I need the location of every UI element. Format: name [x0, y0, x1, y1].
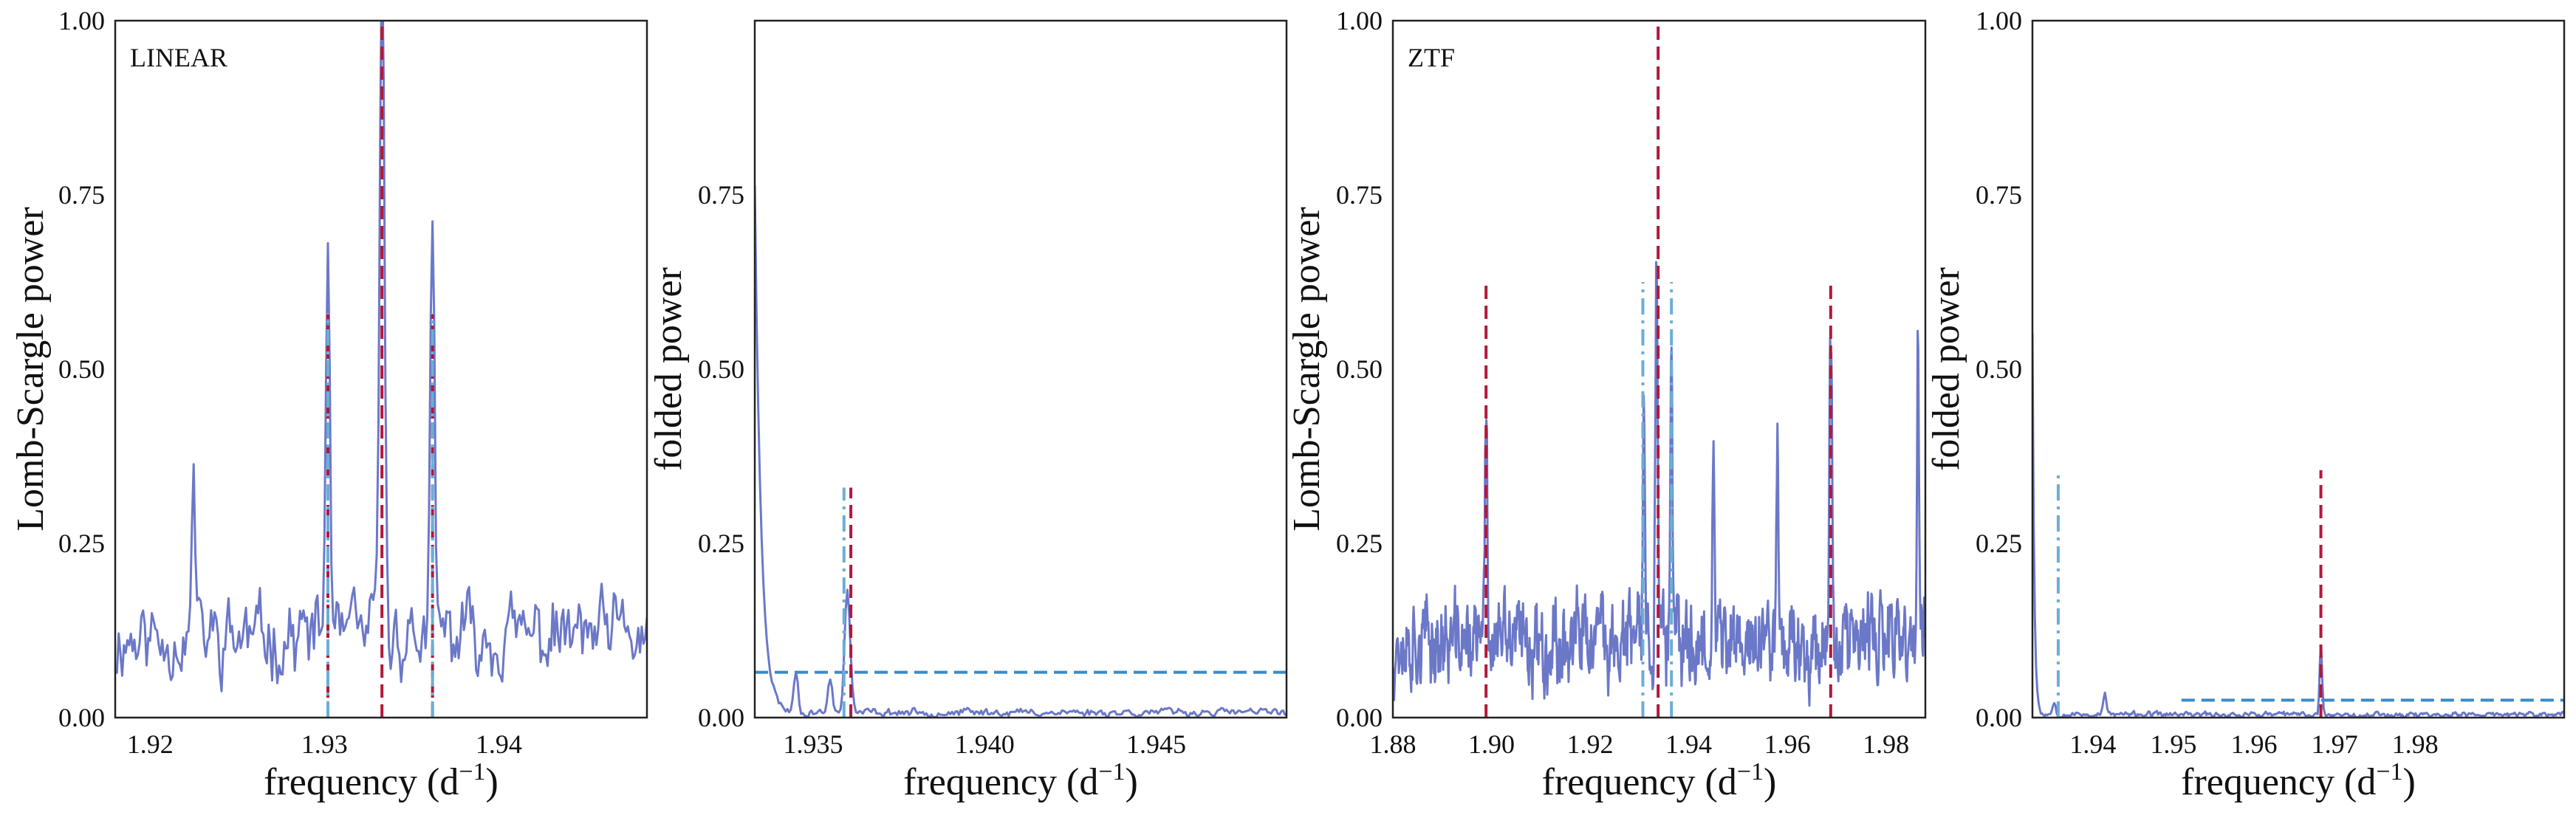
- panel-1: 1.92 1.93 1.94 0.00 0.25 0.50 0.75 1.00 frequenc…: [10, 6, 648, 803]
- x-axis-label: frequency (d−1): [264, 758, 499, 803]
- series-line-1: [2032, 333, 2564, 718]
- y-axis-label: Lomb-Scargle power: [1286, 207, 1328, 531]
- y-tick-label: 0.75: [1976, 180, 2022, 210]
- x-tick-label: 1.945: [1126, 729, 1186, 759]
- y-tick-label: 0.75: [58, 180, 105, 210]
- x-tick-label: 1.96: [2231, 729, 2278, 759]
- x-tick-label: 1.95: [2150, 729, 2196, 759]
- y-axis-label: folded power: [648, 267, 690, 471]
- y-tick-label: 0.50: [58, 354, 105, 384]
- axes-frame: [1391, 19, 1927, 719]
- x-tick-label: 1.93: [301, 729, 348, 759]
- y-tick-label: 0.25: [58, 529, 105, 558]
- y-tick-label: 0.25: [1336, 529, 1383, 558]
- y-tick-label: 0.75: [698, 180, 744, 210]
- panel-label: ZTF: [1408, 43, 1455, 72]
- x-tick-label: 1.98: [1863, 729, 1909, 759]
- y-tick-label: 1.00: [1336, 6, 1383, 35]
- axes-frame: [753, 19, 1288, 719]
- panel-3: 1.88 1.90 1.92 1.94 1.96 1.98 0.00 0.25 0.50 0.75…: [1286, 6, 1927, 803]
- series-line-1: [755, 185, 1287, 718]
- panel-2: 1.935 1.940 1.945 0.00 0.25 0.50 0.75 frequency…: [648, 19, 1288, 803]
- x-axis-label: frequency (d−1): [2181, 758, 2416, 803]
- y-tick-label: 0.00: [1336, 703, 1383, 732]
- x-tick-label: 1.94: [476, 729, 522, 759]
- axes-frame: [114, 19, 648, 719]
- x-axis-label: frequency (d−1): [903, 758, 1138, 803]
- x-tick-label: 1.94: [2069, 729, 2116, 759]
- y-tick-label: 0.00: [58, 703, 105, 732]
- panel-4: 1.94 1.95 1.96 1.97 1.98 0.00 0.25 0.50 0.75 1.00…: [1925, 6, 2566, 803]
- x-tick-label: 1.88: [1370, 729, 1417, 759]
- y-tick-label: 0.00: [1976, 703, 2022, 732]
- x-tick-label: 1.92: [127, 729, 174, 759]
- axes-frame: [2031, 19, 2566, 719]
- y-tick-label: 1.00: [1976, 6, 2022, 35]
- x-tick-label: 1.96: [1764, 729, 1811, 759]
- x-tick-label: 1.90: [1468, 729, 1515, 759]
- panel-label: LINEAR: [130, 43, 227, 72]
- y-tick-label: 0.25: [1976, 529, 2022, 558]
- y-tick-label: 0.00: [698, 703, 744, 732]
- y-tick-label: 0.50: [1976, 354, 2022, 384]
- y-tick-label: 0.25: [698, 529, 744, 558]
- x-tick-label: 1.98: [2392, 729, 2439, 759]
- x-axis-label: frequency (d−1): [1542, 758, 1777, 803]
- y-axis-label: Lomb-Scargle power: [10, 207, 52, 531]
- y-axis-label: folded power: [1925, 267, 1967, 471]
- x-tick-label: 1.97: [2312, 729, 2358, 759]
- x-tick-label: 1.935: [783, 729, 843, 759]
- y-tick-label: 0.50: [1336, 354, 1383, 384]
- y-tick-label: 0.75: [1336, 180, 1383, 210]
- x-tick-label: 1.92: [1567, 729, 1614, 759]
- y-tick-label: 1.00: [58, 6, 105, 35]
- x-tick-label: 1.940: [955, 729, 1015, 759]
- x-tick-label: 1.94: [1665, 729, 1712, 759]
- y-tick-label: 0.50: [698, 354, 744, 384]
